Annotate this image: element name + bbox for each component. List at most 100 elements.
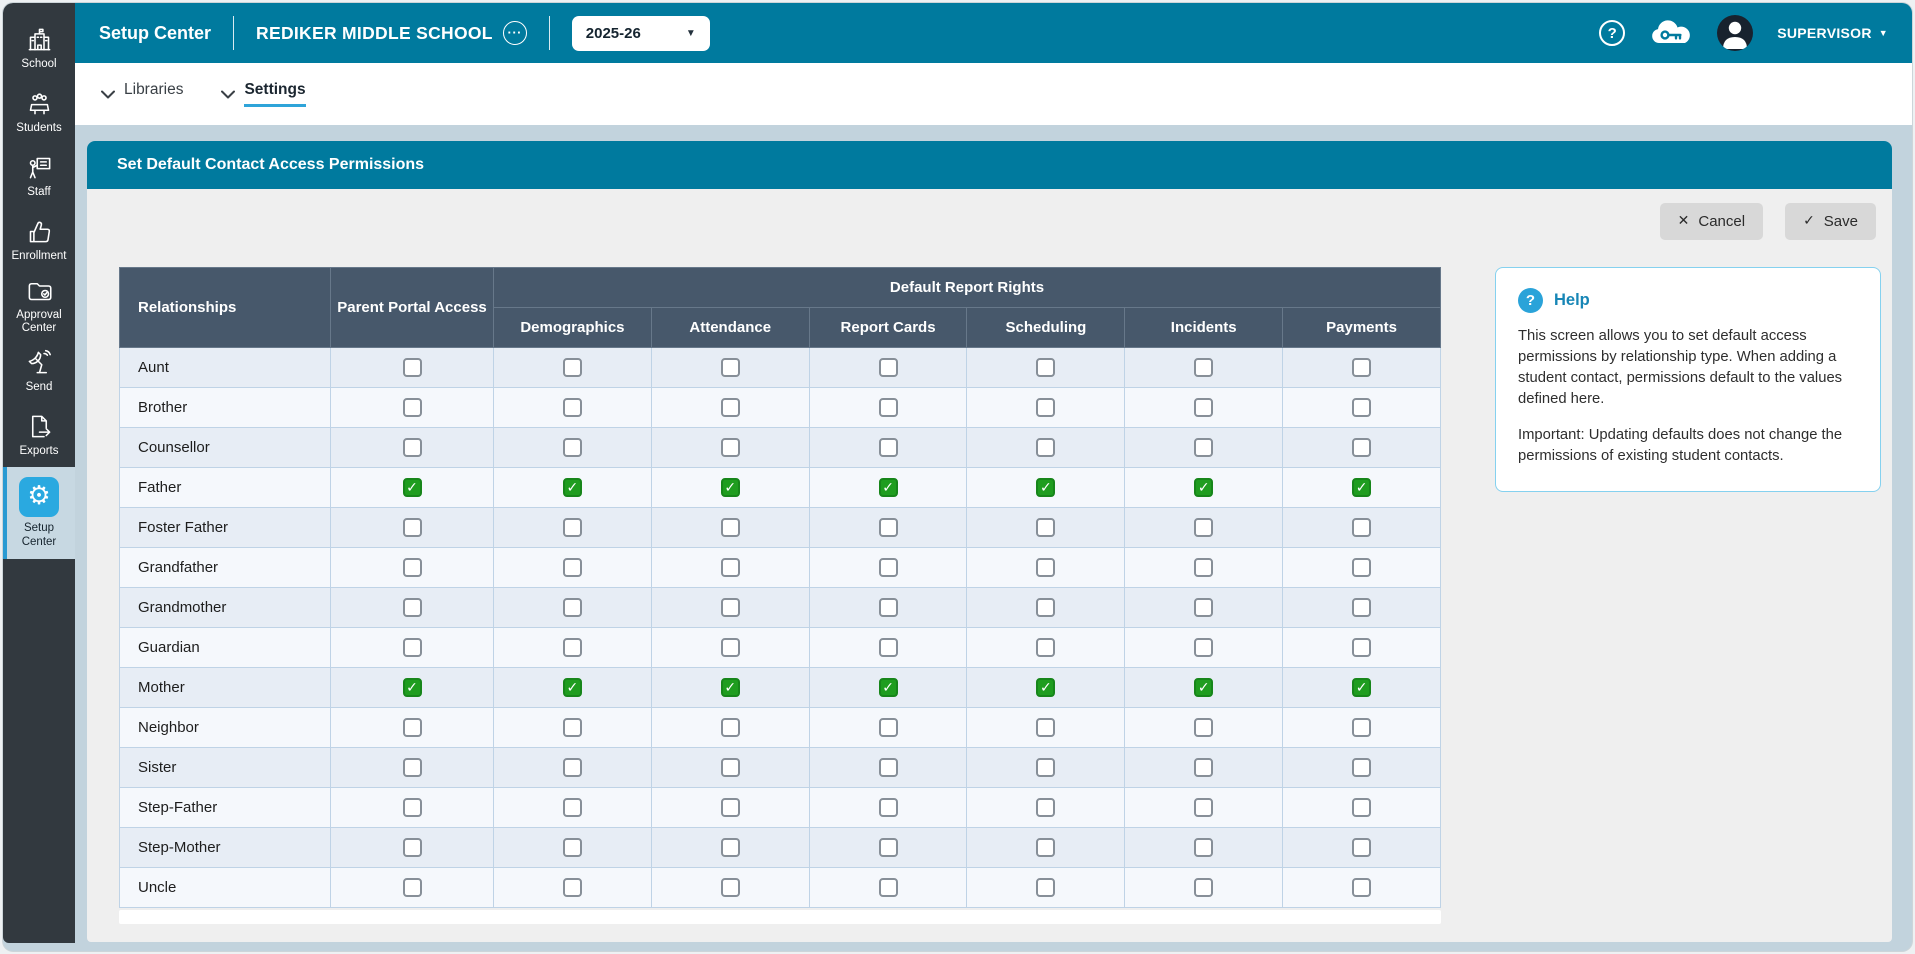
checkbox-parent-portal[interactable] xyxy=(402,638,422,657)
checkbox-payments[interactable] xyxy=(1352,518,1372,537)
checkbox-payments[interactable] xyxy=(1352,598,1372,617)
checkbox-report-cards[interactable] xyxy=(878,798,898,817)
checkbox-report-cards[interactable] xyxy=(878,478,898,497)
checkbox-demographics[interactable] xyxy=(562,478,582,497)
checkbox-demographics[interactable] xyxy=(562,798,582,817)
checkbox-report-cards[interactable] xyxy=(878,558,898,577)
checkbox-parent-portal[interactable] xyxy=(402,558,422,577)
checkbox-payments[interactable] xyxy=(1352,478,1372,497)
checkbox-incidents[interactable] xyxy=(1194,478,1214,497)
checkbox-scheduling[interactable] xyxy=(1036,438,1056,457)
checkbox-report-cards[interactable] xyxy=(878,438,898,457)
checkbox-payments[interactable] xyxy=(1352,358,1372,377)
checkbox-report-cards[interactable] xyxy=(878,358,898,377)
save-button[interactable]: ✓ Save xyxy=(1785,202,1876,240)
sidebar-item-exports[interactable]: Exports xyxy=(3,403,75,467)
checkbox-scheduling[interactable] xyxy=(1036,678,1056,697)
checkbox-report-cards[interactable] xyxy=(878,598,898,617)
checkbox-attendance[interactable] xyxy=(720,758,740,777)
sidebar-item-enrollment[interactable]: Enrollment xyxy=(3,209,75,273)
checkbox-payments[interactable] xyxy=(1352,758,1372,777)
checkbox-payments[interactable] xyxy=(1352,798,1372,817)
horizontal-scrollbar-track[interactable] xyxy=(119,910,1441,924)
checkbox-parent-portal[interactable] xyxy=(402,598,422,617)
checkbox-scheduling[interactable] xyxy=(1036,558,1056,577)
tab-libraries[interactable]: Libraries xyxy=(101,81,183,107)
checkbox-scheduling[interactable] xyxy=(1036,598,1056,617)
checkbox-report-cards[interactable] xyxy=(878,838,898,857)
checkbox-payments[interactable] xyxy=(1352,638,1372,657)
checkbox-incidents[interactable] xyxy=(1194,438,1214,457)
checkbox-payments[interactable] xyxy=(1352,438,1372,457)
help-icon[interactable]: ? xyxy=(1599,20,1626,46)
checkbox-payments[interactable] xyxy=(1352,558,1372,577)
checkbox-scheduling[interactable] xyxy=(1036,838,1056,857)
sidebar-item-send[interactable]: Send xyxy=(3,339,75,403)
checkbox-report-cards[interactable] xyxy=(878,718,898,737)
sidebar-item-students[interactable]: Students xyxy=(3,81,75,145)
checkbox-demographics[interactable] xyxy=(562,638,582,657)
sidebar-item-setup-center[interactable]: ⚙ Setup Center xyxy=(3,467,75,559)
tab-settings[interactable]: Settings xyxy=(221,81,306,107)
checkbox-attendance[interactable] xyxy=(720,558,740,577)
sidebar-item-approval-center[interactable]: Approval Center xyxy=(3,273,75,339)
checkbox-report-cards[interactable] xyxy=(878,638,898,657)
checkbox-attendance[interactable] xyxy=(720,878,740,897)
checkbox-parent-portal[interactable] xyxy=(402,758,422,777)
checkbox-demographics[interactable] xyxy=(562,678,582,697)
checkbox-attendance[interactable] xyxy=(720,598,740,617)
checkbox-scheduling[interactable] xyxy=(1036,638,1056,657)
checkbox-scheduling[interactable] xyxy=(1036,358,1056,377)
checkbox-incidents[interactable] xyxy=(1194,598,1214,617)
checkbox-parent-portal[interactable] xyxy=(402,878,422,897)
checkbox-incidents[interactable] xyxy=(1194,358,1214,377)
checkbox-incidents[interactable] xyxy=(1194,638,1214,657)
checkbox-demographics[interactable] xyxy=(562,838,582,857)
checkbox-scheduling[interactable] xyxy=(1036,798,1056,817)
checkbox-demographics[interactable] xyxy=(562,558,582,577)
checkbox-demographics[interactable] xyxy=(562,878,582,897)
checkbox-parent-portal[interactable] xyxy=(402,358,422,377)
checkbox-incidents[interactable] xyxy=(1194,678,1214,697)
sidebar-item-staff[interactable]: Staff xyxy=(3,145,75,209)
checkbox-incidents[interactable] xyxy=(1194,758,1214,777)
checkbox-report-cards[interactable] xyxy=(878,398,898,417)
checkbox-incidents[interactable] xyxy=(1194,878,1214,897)
checkbox-attendance[interactable] xyxy=(720,518,740,537)
sidebar-item-school[interactable]: School xyxy=(3,17,75,81)
checkbox-demographics[interactable] xyxy=(562,758,582,777)
checkbox-scheduling[interactable] xyxy=(1036,718,1056,737)
checkbox-demographics[interactable] xyxy=(562,718,582,737)
checkbox-parent-portal[interactable] xyxy=(402,718,422,737)
checkbox-attendance[interactable] xyxy=(720,438,740,457)
cloud-key-icon[interactable] xyxy=(1649,18,1693,48)
checkbox-report-cards[interactable] xyxy=(878,678,898,697)
checkbox-attendance[interactable] xyxy=(720,478,740,497)
checkbox-scheduling[interactable] xyxy=(1036,478,1056,497)
checkbox-parent-portal[interactable] xyxy=(402,398,422,417)
checkbox-report-cards[interactable] xyxy=(878,878,898,897)
checkbox-attendance[interactable] xyxy=(720,398,740,417)
checkbox-scheduling[interactable] xyxy=(1036,758,1056,777)
checkbox-incidents[interactable] xyxy=(1194,798,1214,817)
checkbox-attendance[interactable] xyxy=(720,638,740,657)
checkbox-report-cards[interactable] xyxy=(878,758,898,777)
checkbox-demographics[interactable] xyxy=(562,358,582,377)
checkbox-parent-portal[interactable] xyxy=(402,518,422,537)
checkbox-incidents[interactable] xyxy=(1194,398,1214,417)
checkbox-attendance[interactable] xyxy=(720,678,740,697)
checkbox-incidents[interactable] xyxy=(1194,558,1214,577)
user-menu[interactable]: SUPERVISOR ▼ xyxy=(1777,25,1888,41)
checkbox-scheduling[interactable] xyxy=(1036,398,1056,417)
checkbox-parent-portal[interactable] xyxy=(402,798,422,817)
checkbox-scheduling[interactable] xyxy=(1036,518,1056,537)
cancel-button[interactable]: ✕ Cancel xyxy=(1659,202,1764,240)
checkbox-incidents[interactable] xyxy=(1194,518,1214,537)
checkbox-report-cards[interactable] xyxy=(878,518,898,537)
checkbox-incidents[interactable] xyxy=(1194,838,1214,857)
checkbox-payments[interactable] xyxy=(1352,878,1372,897)
checkbox-payments[interactable] xyxy=(1352,678,1372,697)
ellipsis-menu-icon[interactable]: ··· xyxy=(502,21,527,45)
checkbox-attendance[interactable] xyxy=(720,358,740,377)
checkbox-demographics[interactable] xyxy=(562,518,582,537)
